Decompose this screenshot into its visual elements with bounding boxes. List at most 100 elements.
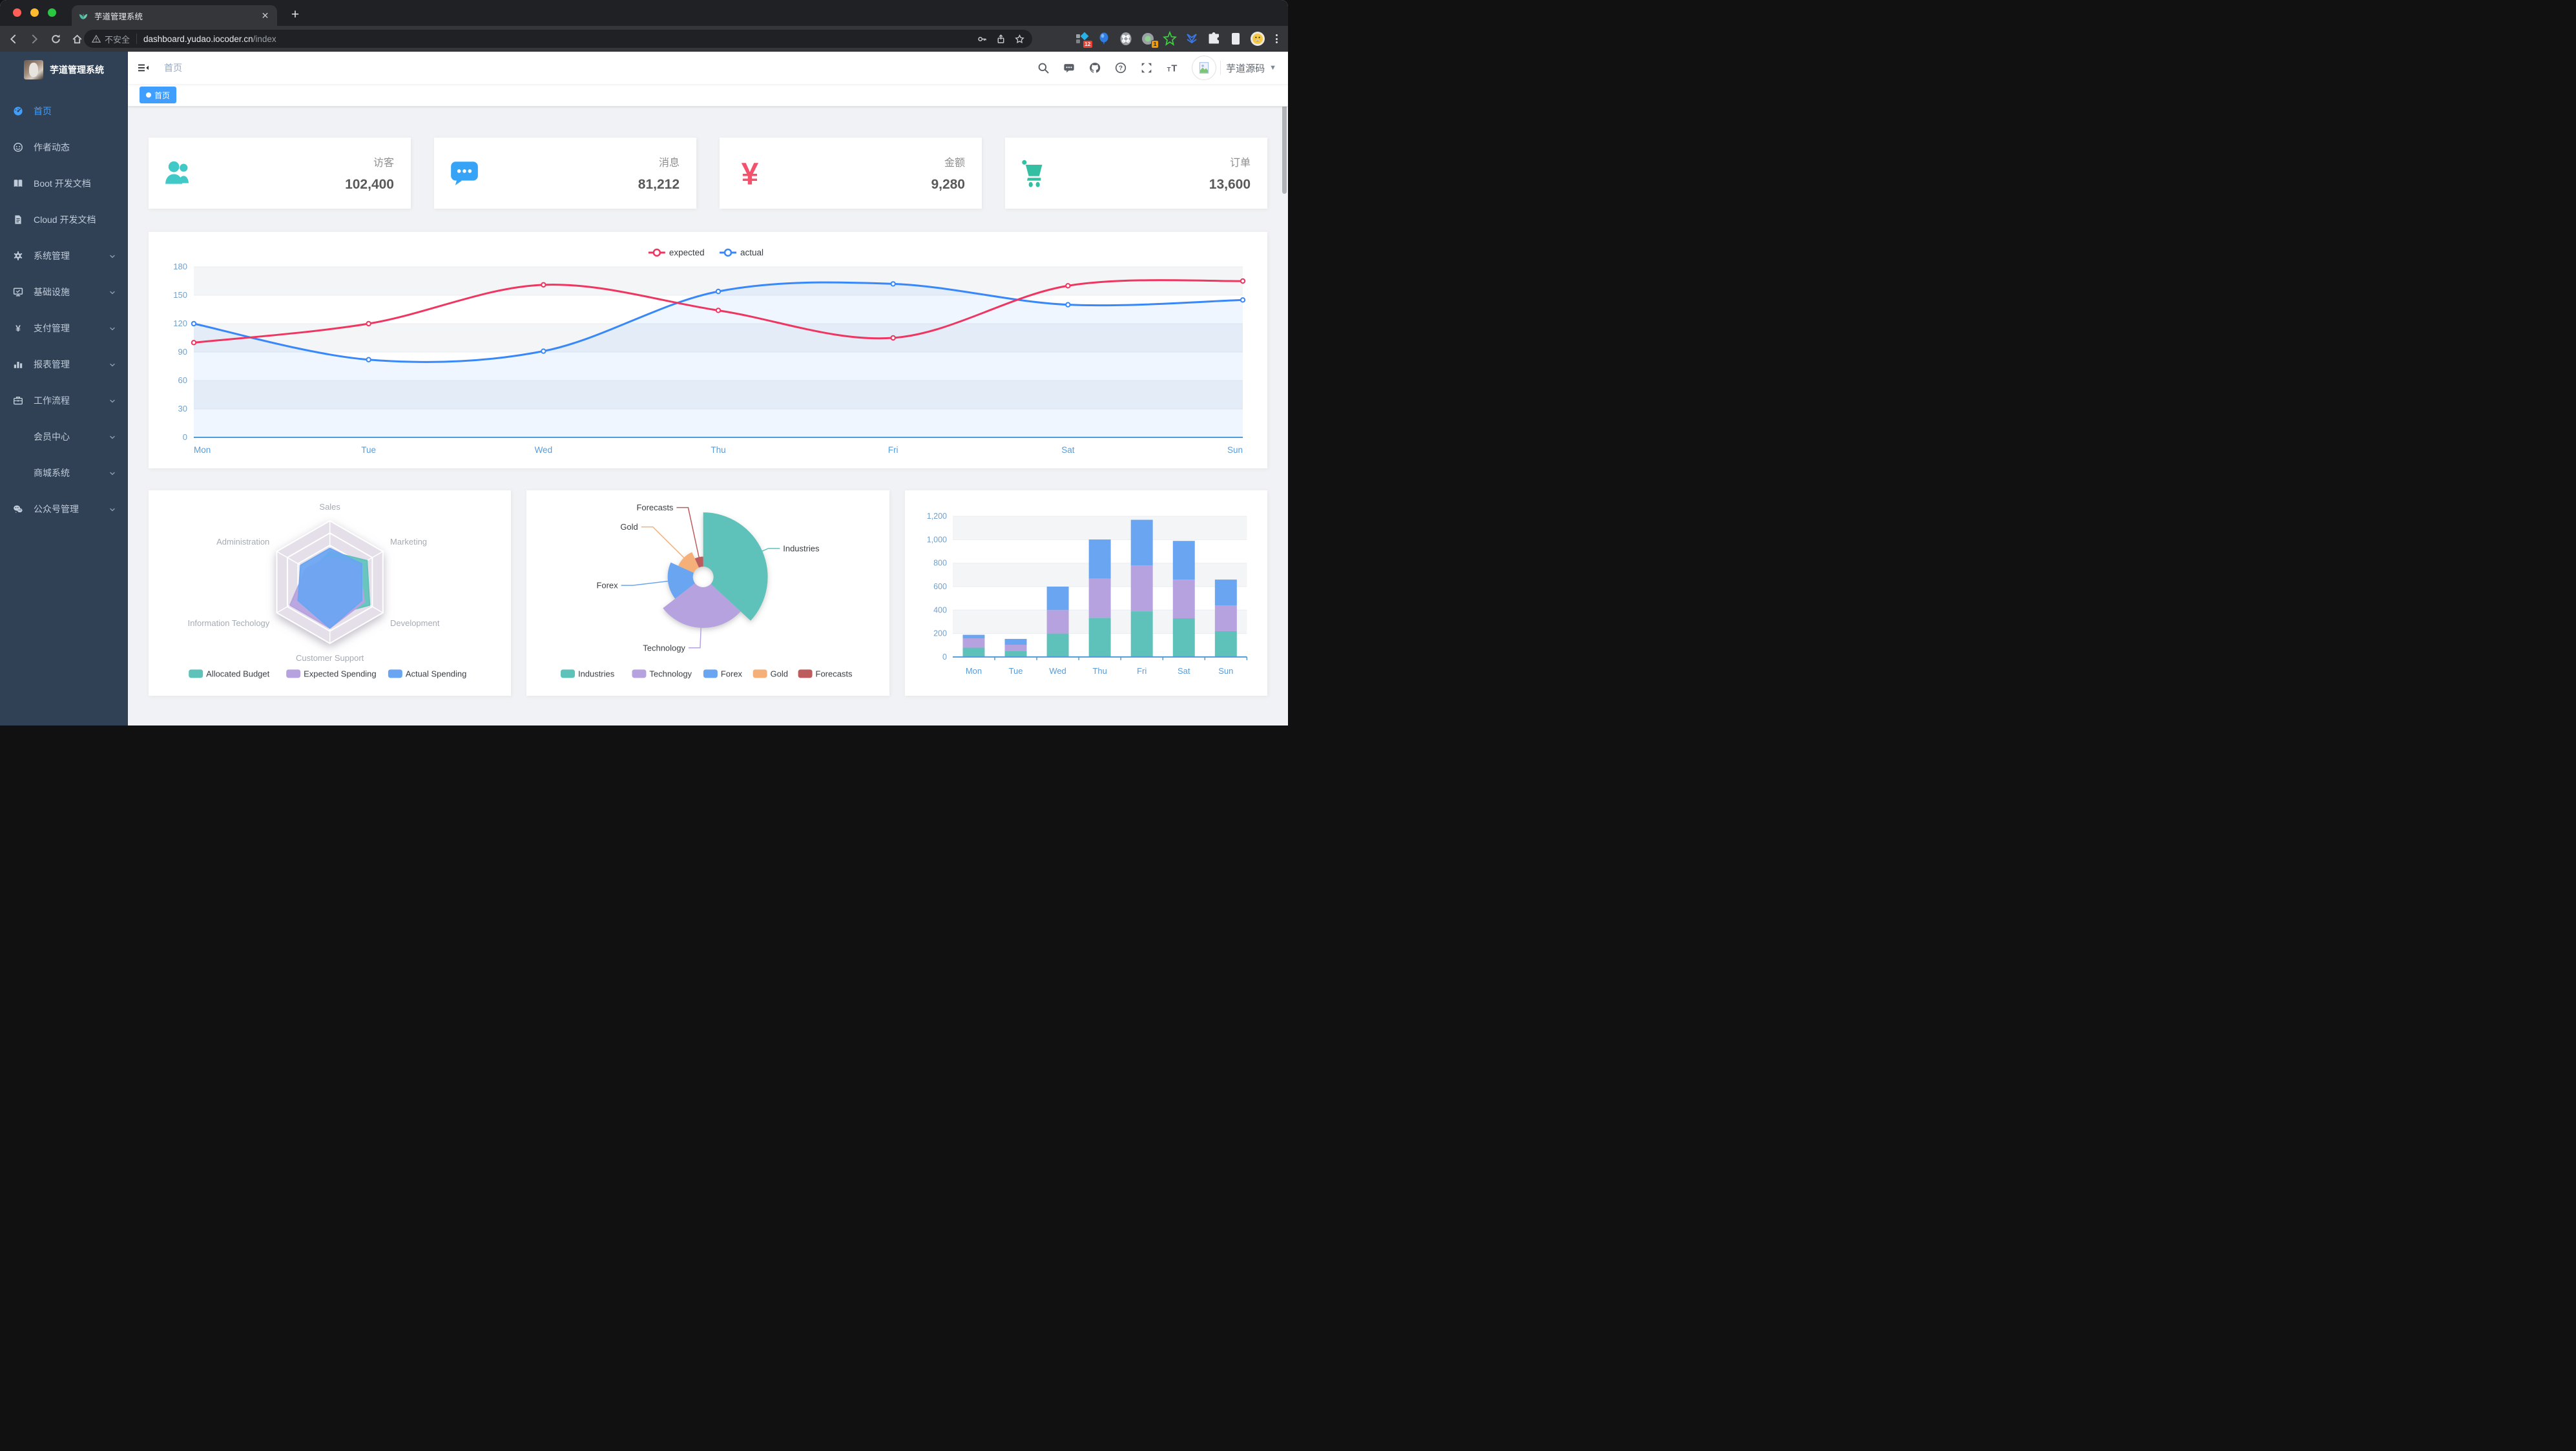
back-button[interactable] [5,30,21,47]
browser-profile-avatar[interactable] [1250,31,1265,47]
tab-close-icon[interactable]: ✕ [261,10,269,21]
sidebar-item-2[interactable]: Boot 开发文档 [0,165,128,202]
user-avatar-broken-image-icon[interactable] [1192,56,1217,80]
shopping-cart-icon [1019,157,1052,189]
extension-green-star-icon[interactable] [1162,31,1178,47]
sidebar-item-9[interactable]: 会员中心 [0,419,128,455]
sidebar-logo[interactable]: 芋道管理系统 [0,52,128,88]
chevron-down-icon [109,469,116,477]
window-minimize-button[interactable] [30,8,39,17]
bottom-charts-row: Sales Administration Information Techology… [149,490,1267,696]
legend-item-expected[interactable]: expected [648,248,705,258]
browser-tab[interactable]: 芋道管理系统 ✕ [72,5,277,26]
sidebar-item-4[interactable]: 系统管理 [0,238,128,274]
bookmark-star-icon[interactable] [1015,34,1024,44]
caret-down-icon[interactable]: ▼ [1269,64,1276,72]
legend-item-allocated-budget[interactable]: Allocated Budget [189,669,270,678]
address-bar[interactable]: 不安全 dashboard.yudao.iocoder.cn/index [84,30,1032,48]
chevron-down-icon [109,252,116,260]
security-warning-icon[interactable] [92,34,105,43]
extension-status-icon[interactable]: 1 [1140,31,1159,48]
share-icon[interactable] [996,34,1006,44]
stat-card-2[interactable]: ¥ 金额 9,280 [720,138,982,209]
svg-text:Marketing: Marketing [390,537,427,547]
tag-home[interactable]: 首页 [140,87,177,103]
legend-item-forex[interactable]: Forex [703,669,743,678]
bar-segment [1214,605,1237,631]
sidebar-item-3[interactable]: Cloud 开发文档 [0,202,128,238]
home-button[interactable] [68,30,85,47]
svg-text:T: T [1171,63,1177,74]
stat-card-3[interactable]: 订单 13,600 [1005,138,1267,209]
extension-balloon-icon[interactable] [1096,31,1112,47]
svg-text:¥: ¥ [742,158,759,189]
username[interactable]: 芋道源码 [1226,63,1265,74]
sidebar-item-6[interactable]: ¥ 支付管理 [0,310,128,346]
github-icon[interactable] [1082,52,1108,84]
yen-icon: ¥ [13,323,23,333]
fullscreen-icon[interactable] [1134,52,1159,84]
briefcase-icon [13,395,23,406]
bar-segment [1004,645,1027,651]
sidebar-item-10[interactable]: 商城系统 [0,455,128,491]
svg-text:Sat: Sat [1178,666,1190,676]
pie-slice-technology [663,583,741,628]
sidebar-item-8[interactable]: 工作流程 [0,382,128,419]
svg-text:Customer Support: Customer Support [296,653,364,663]
svg-text:?: ? [1119,65,1123,72]
sidebar-menu: 首页 作者动态 Boot 开发文档 Cloud 开发文档 系统管理 基础设施 ¥ 支付管理 报表… [0,93,128,527]
legend-item-gold[interactable]: Gold [753,669,788,678]
browser-tab-strip: 芋道管理系统 ✕ + [0,0,1288,26]
reading-list-icon[interactable] [1228,31,1243,47]
extension-badge: 1 [1151,40,1159,48]
security-label[interactable]: 不安全 [105,34,130,45]
forward-button[interactable] [26,30,43,47]
window-zoom-button[interactable] [48,8,56,17]
bar-chart: 0 200 400 600 800 1,000 1,200 Mon Tue Wed Thu Fri Sa… [926,512,1247,676]
legend-item-actual[interactable]: actual [720,248,763,258]
new-tab-button[interactable]: + [291,7,300,22]
search-icon[interactable] [1030,52,1056,84]
sidebar-item-1[interactable]: 作者动态 [0,129,128,165]
sidebar-item-0[interactable]: 首页 [0,93,128,129]
extension-chevrons-icon[interactable] [1184,31,1200,47]
question-help-icon[interactable]: ? [1108,52,1134,84]
extension-command-icon[interactable] [1118,31,1134,47]
svg-text:Technology: Technology [643,643,686,652]
reload-button[interactable] [47,30,64,47]
monitor-icon [13,287,23,297]
message-icon[interactable] [1056,52,1082,84]
browser-scrollbar[interactable] [1282,58,1287,194]
people-icon [13,142,23,152]
legend-item-industries[interactable]: Industries [561,669,615,678]
password-key-icon[interactable] [977,34,987,44]
hamburger-icon[interactable] [128,52,159,84]
window-close-button[interactable] [13,8,21,17]
sidebar-item-11[interactable]: 公众号管理 [0,491,128,527]
extension-diamond-icon[interactable]: 12 [1074,31,1093,48]
extension-badge: 12 [1082,40,1093,48]
extensions-puzzle-icon[interactable] [1206,31,1221,47]
legend-item-technology[interactable]: Technology [632,669,692,678]
legend-item-actual-spending[interactable]: Actual Spending [388,669,466,678]
book-icon [13,178,23,189]
stat-card-0[interactable]: 访客 102,400 [149,138,411,209]
tags-view: 首页 [128,84,1288,107]
divider [136,34,138,44]
stat-card-1[interactable]: 消息 81,212 [434,138,696,209]
browser-menu-kebab-icon[interactable] [1272,34,1282,43]
legend-item-expected-spending[interactable]: Expected Spending [286,669,377,678]
svg-text:¥: ¥ [16,323,21,333]
svg-text:0: 0 [942,652,947,662]
svg-text:180: 180 [173,262,187,271]
bar-segment [1046,587,1069,611]
line-chart-card: 0 30 60 90 120 150 180 Mon Tue Wed Thu Fri Sat Sun exp… [149,232,1267,468]
sidebar-item-7[interactable]: 报表管理 [0,346,128,382]
stat-card-value: 9,280 [931,177,965,192]
sidebar-item-5[interactable]: 基础设施 [0,274,128,310]
legend-item-forecasts[interactable]: Forecasts [798,669,853,678]
logo-avatar [24,60,43,79]
people-group-icon [163,157,195,189]
bar-segment [1172,618,1195,657]
